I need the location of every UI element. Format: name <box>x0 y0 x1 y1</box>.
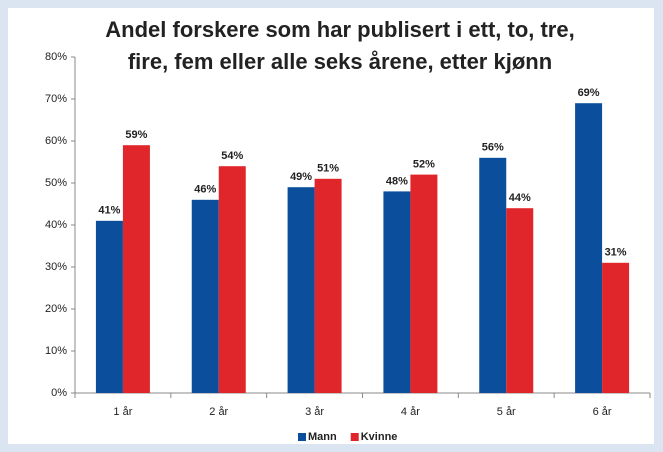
value-label: 56% <box>482 142 504 154</box>
y-tick-label: 50% <box>45 177 67 189</box>
chart-title: Andel forskere som har publisert i ett, … <box>105 17 574 42</box>
bar <box>602 262 630 393</box>
y-tick-label: 60% <box>45 135 67 147</box>
y-tick-label: 40% <box>45 219 67 231</box>
bar <box>410 174 438 393</box>
x-tick-label: 4 år <box>401 406 420 418</box>
x-tick-label: 6 år <box>593 406 612 418</box>
y-tick-label: 0% <box>51 387 67 399</box>
bar <box>287 187 315 393</box>
value-label: 59% <box>125 129 147 141</box>
bar <box>191 199 219 393</box>
value-label: 49% <box>290 171 312 183</box>
value-label: 48% <box>386 175 408 187</box>
bar <box>218 166 246 393</box>
legend-swatch <box>350 433 359 441</box>
value-label: 52% <box>413 159 435 171</box>
legend-swatch <box>298 433 306 441</box>
bar <box>383 191 411 393</box>
x-tick-label: 5 år <box>497 406 516 418</box>
x-tick-label: 1 år <box>113 406 132 418</box>
value-label: 69% <box>578 87 600 99</box>
x-tick-label: 2 år <box>209 406 228 418</box>
bar <box>479 157 507 393</box>
y-tick-label: 10% <box>45 345 67 357</box>
value-label: 41% <box>98 205 120 217</box>
value-label: 54% <box>221 150 243 162</box>
value-label: 46% <box>194 184 216 196</box>
x-tick-label: 3 år <box>305 406 324 418</box>
y-tick-label: 80% <box>45 51 67 63</box>
chart-title: fire, fem eller alle seks årene, etter k… <box>128 49 552 74</box>
bar <box>122 145 150 393</box>
y-tick-label: 20% <box>45 303 67 315</box>
bar <box>575 103 603 393</box>
value-label: 44% <box>509 192 531 204</box>
bar <box>506 208 534 393</box>
legend-label: Mann <box>308 431 337 443</box>
y-tick-label: 70% <box>45 93 67 105</box>
value-label: 51% <box>317 163 339 175</box>
bar <box>314 178 342 393</box>
legend-label: Kvinne <box>361 431 398 443</box>
bar <box>95 220 123 393</box>
y-tick-label: 30% <box>45 261 67 273</box>
value-label: 31% <box>605 247 627 259</box>
